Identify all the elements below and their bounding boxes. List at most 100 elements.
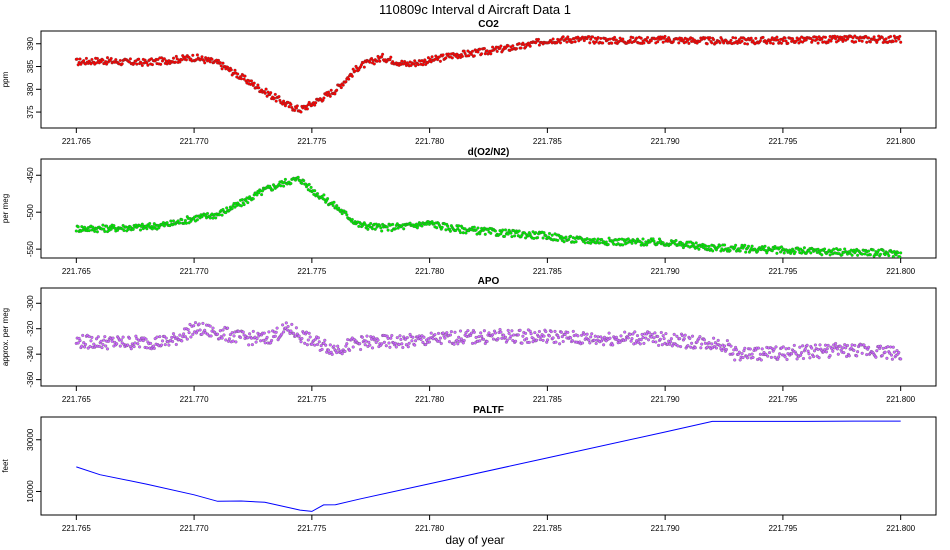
x-tick-label: 221.785 — [533, 137, 562, 146]
y-axis-label: per meg — [1, 194, 10, 223]
data-point — [771, 42, 775, 46]
data-point — [638, 342, 642, 346]
data-point — [340, 352, 344, 356]
data-point — [573, 40, 577, 44]
data-point — [878, 252, 883, 256]
data-point — [350, 74, 354, 78]
data-point — [441, 53, 445, 57]
data-point — [559, 330, 563, 334]
data-point — [326, 197, 330, 201]
data-point — [892, 350, 896, 354]
data-point — [585, 332, 589, 336]
data-point — [281, 323, 285, 327]
data-point — [138, 345, 142, 349]
data-point — [776, 38, 780, 42]
data-point — [750, 352, 754, 356]
data-point — [845, 343, 850, 348]
data-point — [478, 339, 482, 343]
data-point — [339, 86, 343, 90]
data-point — [607, 331, 611, 335]
data-point — [712, 38, 716, 42]
data-point — [388, 345, 392, 349]
data-point — [566, 330, 570, 334]
data-point — [657, 343, 661, 347]
data-point — [297, 334, 301, 338]
data-point — [524, 45, 528, 49]
data-point — [801, 356, 806, 361]
data-point — [419, 337, 423, 342]
data-point — [525, 337, 529, 341]
data-point — [439, 341, 443, 346]
data-point — [631, 332, 635, 336]
data-point — [561, 339, 565, 344]
x-tick-label: 221.765 — [62, 267, 91, 276]
data-point — [596, 237, 600, 241]
data-point — [707, 244, 711, 248]
data-point — [267, 330, 271, 334]
data-point — [260, 189, 265, 193]
data-point — [317, 340, 321, 344]
data-point — [891, 254, 895, 259]
data-point — [261, 338, 265, 342]
data-point — [664, 332, 668, 336]
data-point — [289, 329, 293, 333]
data-point — [410, 339, 414, 343]
data-point — [295, 104, 299, 108]
data-point — [745, 356, 750, 360]
data-point — [178, 333, 182, 337]
data-point — [758, 352, 762, 356]
data-point — [305, 343, 309, 347]
data-point — [76, 225, 80, 229]
data-point — [899, 357, 903, 361]
data-point — [370, 227, 375, 231]
data-point — [758, 39, 762, 43]
data-point — [205, 211, 210, 216]
data-point — [255, 337, 259, 341]
data-point — [514, 339, 518, 343]
data-point — [314, 101, 318, 105]
data-point — [734, 36, 738, 40]
data-point — [211, 216, 215, 220]
data-point — [479, 331, 483, 335]
data-point — [867, 36, 871, 40]
data-point — [346, 338, 350, 342]
data-point — [274, 99, 278, 103]
data-point — [674, 238, 678, 243]
y-tick-label: 380 — [26, 82, 35, 96]
x-tick-label: 221.800 — [886, 524, 915, 533]
data-point — [209, 334, 213, 338]
data-point — [722, 347, 726, 351]
data-point — [210, 57, 214, 61]
data-point — [393, 227, 397, 231]
data-point — [300, 336, 304, 341]
data-point — [651, 340, 655, 344]
x-tick-label: 221.770 — [180, 395, 209, 404]
data-point — [767, 351, 772, 355]
data-point — [850, 343, 854, 347]
data-point — [472, 225, 476, 229]
data-point — [138, 228, 143, 232]
data-point — [639, 338, 643, 342]
x-tick-label: 221.800 — [886, 395, 915, 404]
data-point — [485, 49, 489, 53]
data-point — [851, 36, 855, 40]
data-point — [336, 344, 340, 348]
data-point — [728, 248, 732, 253]
data-point — [501, 228, 505, 232]
data-point — [467, 54, 471, 58]
data-point — [594, 40, 598, 44]
x-tick-label: 221.790 — [651, 395, 680, 404]
data-point — [813, 343, 817, 347]
y-tick-label: -340 — [26, 346, 35, 363]
plot-frame — [40, 30, 937, 129]
data-point — [229, 68, 233, 72]
data-point — [604, 240, 608, 244]
data-point — [823, 348, 827, 352]
data-point — [823, 247, 827, 251]
data-point — [593, 334, 597, 338]
data-point — [589, 335, 593, 339]
data-point — [570, 40, 574, 44]
data-point — [844, 346, 848, 350]
data-point — [366, 227, 370, 231]
data-point — [731, 36, 735, 40]
